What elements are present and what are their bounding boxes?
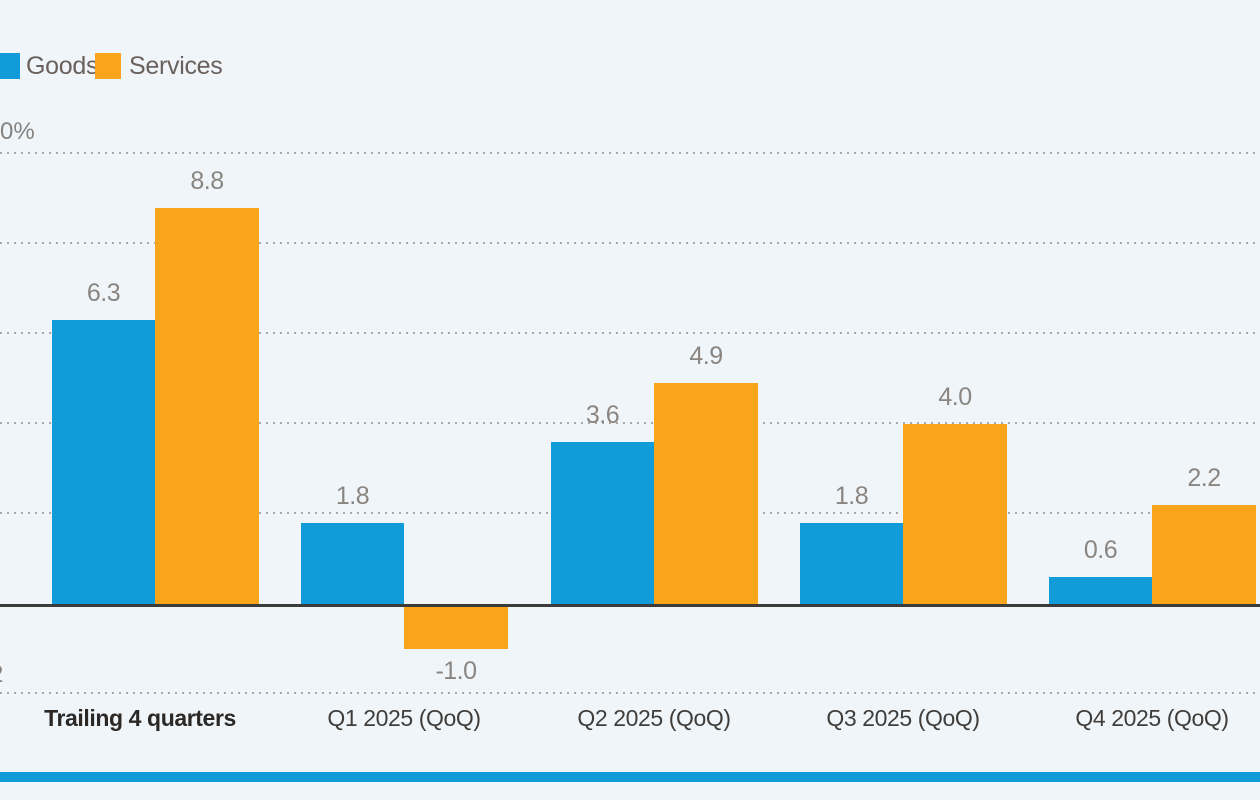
legend-label-goods: Goods [26,52,99,80]
value-label-services-3: 4.9 [689,342,723,370]
category-label-4: Q3 2025 (QoQ) [826,705,980,731]
value-label-services-4: 4.0 [938,383,972,411]
value-label-services-1: 8.8 [190,167,224,195]
bottom-stripe [0,772,1260,782]
category-label-5: Q4 2025 (QoQ) [1075,705,1229,731]
category-label-2: Q1 2025 (QoQ) [327,705,481,731]
legend-label-services: Services [129,52,223,80]
value-label-goods-3: 3.6 [585,401,620,429]
bar-services-2 [404,604,508,649]
gridline [0,692,1260,694]
y-axis-label-top: 0% [0,118,35,145]
gridline [0,152,1260,154]
category-label-1: Trailing 4 quarters [44,705,236,731]
gridline [0,332,1260,334]
gridline [0,242,1260,244]
category-label-3: Q2 2025 (QoQ) [577,705,731,731]
value-label-goods-1: 6.3 [86,279,121,307]
value-label-goods-4: 1.8 [834,482,869,510]
bar-services-4 [903,424,1007,604]
bar-goods-1 [52,320,155,604]
x-axis-zero-line [0,604,1260,607]
bar-goods-4 [800,523,903,604]
bar-services-3 [654,383,758,604]
legend-swatch-goods [0,53,20,79]
bar-services-5 [1152,505,1256,604]
bar-goods-3 [551,442,654,604]
bar-services-1 [155,208,259,604]
y-axis-label-bottom-partial: 2 [0,663,3,687]
value-label-goods-2: 1.8 [335,482,370,510]
value-label-services-2: -1.0 [435,657,477,685]
bar-goods-5 [1049,577,1152,604]
gridline [0,422,1260,424]
value-label-goods-5: 0.6 [1083,536,1118,564]
bar-goods-2 [301,523,404,604]
value-label-services-5: 2.2 [1187,464,1221,492]
legend-swatch-services [95,53,121,79]
